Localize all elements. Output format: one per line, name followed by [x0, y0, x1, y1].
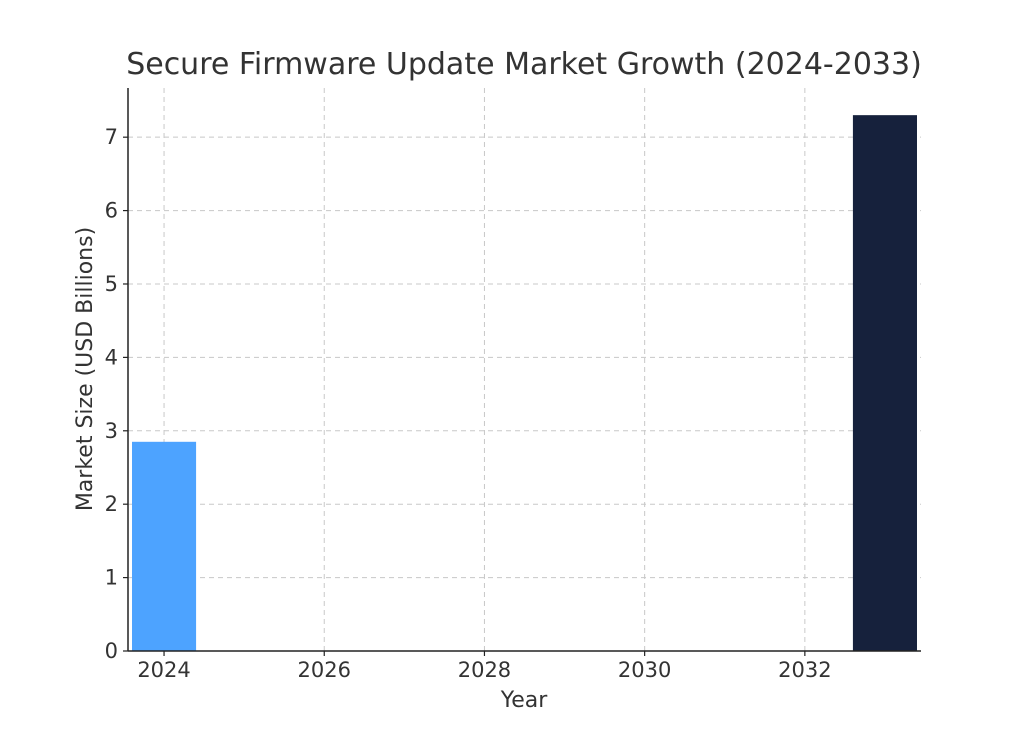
axes: 2024 2026 2028 2030 2032 0 1 2 3 4 5 6 7 — [105, 88, 921, 682]
x-axis-label: Year — [500, 688, 549, 713]
y-tick-label: 1 — [105, 566, 118, 590]
y-tick-label: 6 — [105, 199, 118, 223]
x-tick-label: 2028 — [458, 658, 511, 682]
x-tick-label: 2032 — [778, 658, 831, 682]
y-tick-label: 4 — [105, 345, 118, 369]
bars — [132, 115, 917, 651]
x-tick-label: 2024 — [137, 658, 190, 682]
grid — [128, 88, 921, 652]
y-tick-label: 3 — [105, 419, 118, 443]
bar-2024 — [132, 441, 197, 651]
chart-title: Secure Firmware Update Market Growth (20… — [126, 47, 922, 82]
bar-2033 — [852, 115, 917, 651]
y-tick-label: 0 — [105, 639, 118, 663]
x-tick-label: 2030 — [618, 658, 671, 682]
x-tick-label: 2026 — [298, 658, 351, 682]
y-tick-label: 2 — [105, 492, 118, 516]
y-tick-label: 7 — [105, 125, 118, 149]
y-axis-label: Market Size (USD Billions) — [73, 227, 98, 511]
y-tick-label: 5 — [105, 272, 118, 296]
